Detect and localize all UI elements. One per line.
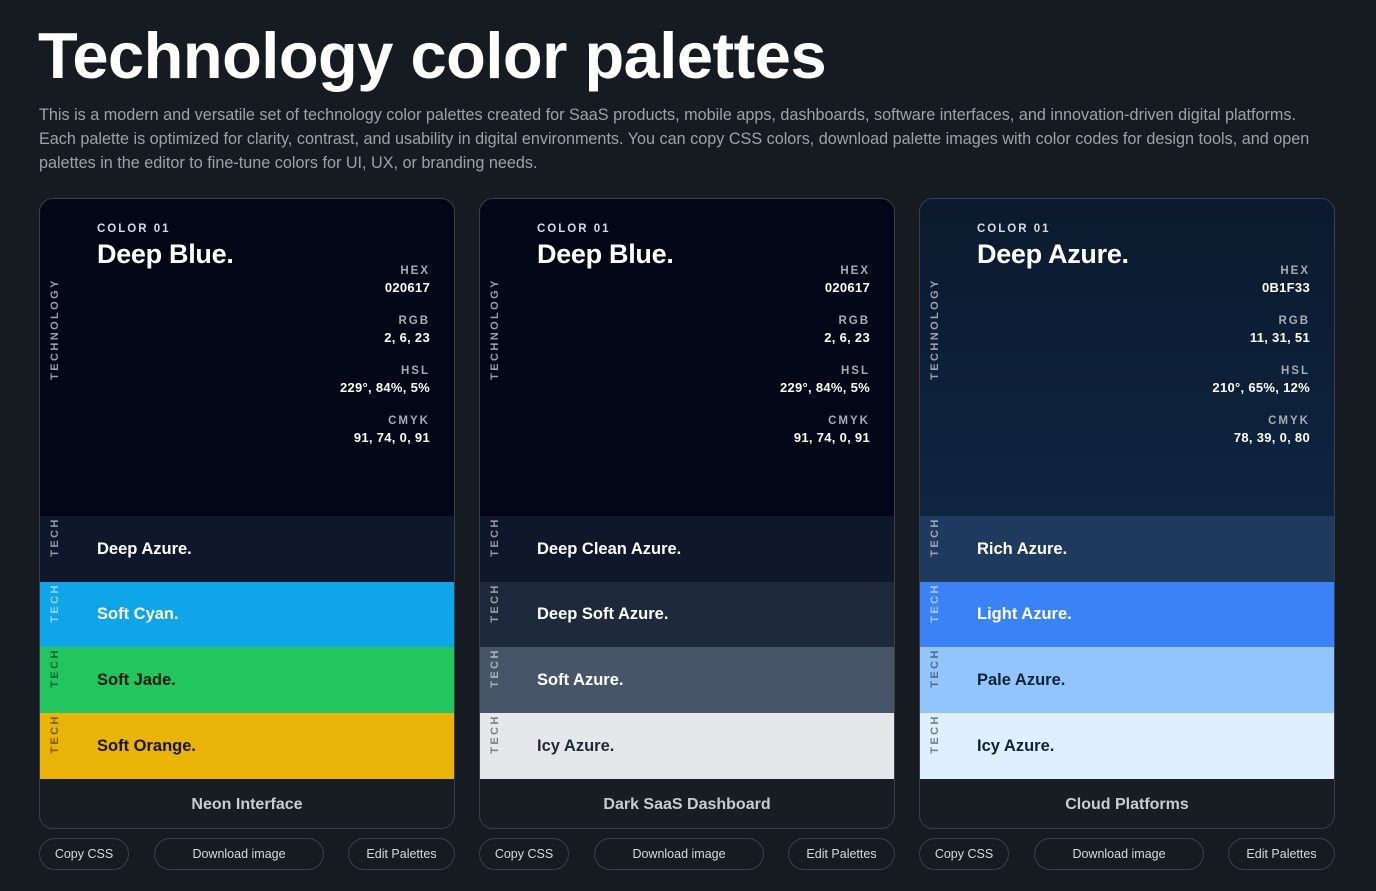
vertical-category-label: TECHNOLOGY — [49, 278, 61, 380]
color-specs: HEX 020617 RGB 2, 6, 23 HSL 229°, 84%, 5% CMYK… — [340, 263, 430, 463]
color-name: Deep Azure. — [977, 239, 1129, 269]
color-number: COLOR 01 — [977, 223, 1051, 235]
swatch-name: Pale Azure. — [977, 671, 1066, 689]
hsl-value[interactable]: 229°, 84%, 5% — [339, 380, 430, 395]
vertical-category-label: TECH — [929, 582, 941, 623]
rgb-label: RGB — [398, 315, 430, 327]
color-specs: HEX 020617 RGB 2, 6, 23 HSL 229°, 84%, 5% CMYK… — [780, 263, 870, 463]
copy-css-button[interactable]: Copy CSS — [39, 838, 129, 870]
color-swatch[interactable]: TECH Soft Azure. — [480, 647, 894, 713]
vertical-category-label: TECH — [929, 714, 941, 754]
rgb-label: RGB — [838, 315, 870, 327]
vertical-category-label: TECH — [929, 648, 941, 688]
palette-name: Cloud Platforms — [1065, 796, 1189, 813]
hsl-label: HSL — [1281, 365, 1310, 377]
color-number: COLOR 01 — [97, 223, 171, 235]
page-title: Technology color palettes — [38, 19, 827, 92]
download-image-button[interactable]: Download image — [594, 838, 764, 870]
swatch-name: Soft Cyan. — [97, 605, 179, 623]
rgb-label: RGB — [1278, 315, 1310, 327]
color-swatch[interactable]: TECH Soft Orange. — [40, 713, 454, 779]
color-swatch[interactable]: TECH Icy Azure. — [480, 713, 894, 779]
color-swatch[interactable]: TECH Deep Soft Azure. — [480, 582, 894, 647]
cmyk-label: CMYK — [828, 415, 870, 427]
swatch-name: Icy Azure. — [537, 737, 615, 755]
primary-swatch[interactable]: TECHNOLOGY COLOR 01 Deep Blue. HEX 020617 RGB… — [40, 199, 454, 516]
edit-palettes-button[interactable]: Edit Palettes — [348, 838, 455, 870]
hsl-value[interactable]: 210°, 65%, 12% — [1212, 380, 1310, 395]
swatch-name: Deep Clean Azure. — [537, 540, 682, 558]
palette-card: TECHNOLOGY COLOR 01 Deep Blue. HEX 020617 RGB… — [479, 198, 895, 829]
color-swatch[interactable]: TECH Deep Azure. — [40, 516, 454, 582]
swatch-name: Light Azure. — [977, 605, 1072, 623]
vertical-category-label: TECH — [49, 582, 61, 623]
palette-card: TECHNOLOGY COLOR 01 Deep Azure. HEX 0B1F33 RG… — [919, 198, 1335, 829]
vertical-category-label: TECH — [49, 714, 61, 754]
cmyk-label: CMYK — [388, 415, 430, 427]
color-name: Deep Blue. — [97, 239, 234, 269]
vertical-category-label: TECH — [929, 517, 941, 557]
vertical-category-label: TECH — [489, 714, 501, 754]
cmyk-label: CMYK — [1268, 415, 1310, 427]
cmyk-value[interactable]: 78, 39, 0, 80 — [1233, 430, 1310, 445]
hex-value[interactable]: 0B1F33 — [1261, 280, 1310, 295]
vertical-category-label: TECH — [49, 517, 61, 557]
palette-card: TECHNOLOGY COLOR 01 Deep Blue. HEX 020617 RGB… — [39, 198, 455, 829]
hsl-label: HSL — [841, 365, 870, 377]
swatch-name: Deep Azure. — [97, 540, 192, 558]
cmyk-value[interactable]: 91, 74, 0, 91 — [353, 430, 430, 445]
swatch-name: Rich Azure. — [977, 540, 1068, 558]
swatch-name: Deep Soft Azure. — [537, 605, 669, 623]
vertical-category-label: TECH — [489, 517, 501, 557]
hex-value[interactable]: 020617 — [384, 280, 430, 295]
download-image-button[interactable]: Download image — [154, 838, 324, 870]
vertical-category-label: TECHNOLOGY — [929, 278, 941, 380]
rgb-value[interactable]: 11, 31, 51 — [1249, 330, 1310, 345]
swatch-name: Soft Jade. — [97, 671, 176, 689]
copy-css-button[interactable]: Copy CSS — [919, 838, 1009, 870]
swatch-name: Soft Orange. — [97, 737, 197, 755]
edit-palettes-button[interactable]: Edit Palettes — [788, 838, 895, 870]
hex-value[interactable]: 020617 — [824, 280, 870, 295]
palette-name: Neon Interface — [191, 796, 303, 813]
swatch-name: Icy Azure. — [977, 737, 1055, 755]
rgb-value[interactable]: 2, 6, 23 — [384, 330, 430, 345]
color-swatch[interactable]: TECH Pale Azure. — [920, 647, 1334, 713]
primary-swatch[interactable]: TECHNOLOGY COLOR 01 Deep Blue. HEX 020617 RGB… — [480, 199, 894, 516]
vertical-category-label: TECH — [489, 648, 501, 688]
vertical-category-label: TECH — [489, 582, 501, 623]
color-swatch[interactable]: TECH Soft Cyan. — [40, 582, 454, 647]
color-swatch[interactable]: TECH Light Azure. — [920, 582, 1334, 647]
edit-palettes-button[interactable]: Edit Palettes — [1228, 838, 1335, 870]
color-swatch[interactable]: TECH Deep Clean Azure. — [480, 516, 894, 582]
page-description: This is a modern and versatile set of te… — [39, 106, 1310, 172]
vertical-category-label: TECH — [49, 648, 61, 688]
hsl-label: HSL — [401, 365, 430, 377]
primary-swatch[interactable]: TECHNOLOGY COLOR 01 Deep Azure. HEX 0B1F33 RG… — [920, 199, 1334, 516]
copy-css-button[interactable]: Copy CSS — [479, 838, 569, 870]
color-swatch[interactable]: TECH Soft Jade. — [40, 647, 454, 713]
color-number: COLOR 01 — [537, 223, 611, 235]
rgb-value[interactable]: 2, 6, 23 — [824, 330, 870, 345]
vertical-category-label: TECHNOLOGY — [489, 278, 501, 380]
swatch-name: Soft Azure. — [537, 671, 624, 689]
hex-label: HEX — [840, 265, 870, 277]
hsl-value[interactable]: 229°, 84%, 5% — [779, 380, 870, 395]
color-name: Deep Blue. — [537, 239, 674, 269]
color-specs: HEX 0B1F33 RGB 11, 31, 51 HSL 210°, 65%, 12% C… — [1212, 263, 1310, 463]
palette-name: Dark SaaS Dashboard — [603, 796, 771, 813]
hex-label: HEX — [400, 265, 430, 277]
cmyk-value[interactable]: 91, 74, 0, 91 — [793, 430, 870, 445]
color-swatch[interactable]: TECH Rich Azure. — [920, 516, 1334, 582]
hex-label: HEX — [1280, 265, 1310, 277]
download-image-button[interactable]: Download image — [1034, 838, 1204, 870]
color-swatch[interactable]: TECH Icy Azure. — [920, 713, 1334, 779]
